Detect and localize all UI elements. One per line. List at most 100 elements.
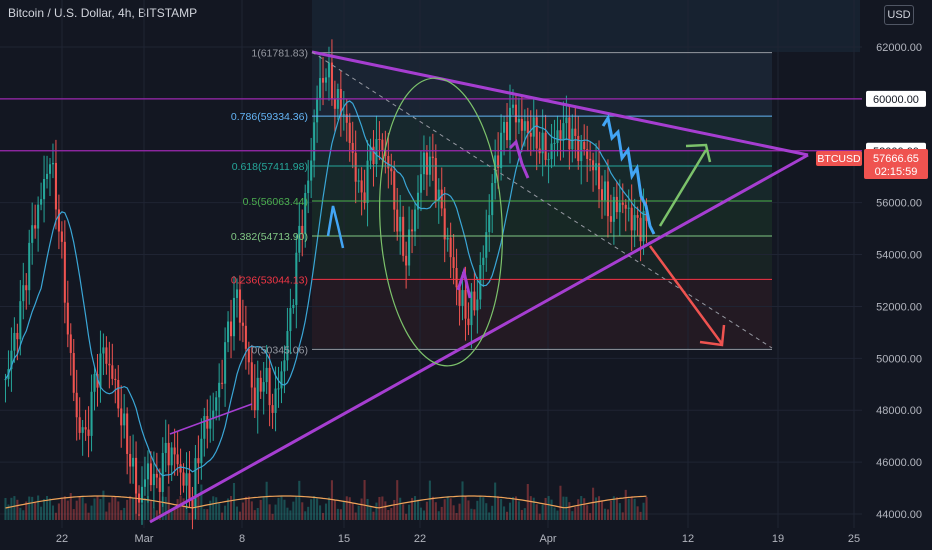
volume-bar (419, 507, 423, 520)
volume-bar (197, 496, 200, 520)
candle-body (93, 374, 96, 392)
candle-body (437, 189, 440, 201)
candle-body (16, 332, 19, 340)
candle-body (10, 350, 13, 370)
volume-bar (132, 497, 135, 520)
highlight-ellipse[interactable] (373, 75, 510, 369)
candle-body (135, 457, 138, 494)
volume-bar (224, 505, 227, 520)
volume-bar (45, 496, 49, 520)
volume-bar (235, 506, 239, 520)
candle-body (455, 267, 458, 288)
volume-bar (28, 496, 31, 520)
volume-bar (72, 509, 75, 520)
volume-bar (541, 504, 544, 520)
candle-body (482, 257, 485, 266)
time-tick-label: 12 (682, 533, 694, 545)
candle-body (247, 348, 250, 363)
volume-bar (595, 497, 598, 520)
volume-bar (280, 496, 283, 520)
bearish-projection-arrow[interactable] (648, 245, 726, 347)
volume-bar (310, 499, 313, 520)
small-trendline[interactable] (169, 403, 253, 435)
volume-bar (155, 510, 158, 520)
volume-bar (227, 498, 230, 520)
volume-bar (209, 500, 212, 520)
volume-bar (440, 506, 443, 520)
volume-bar (586, 505, 589, 520)
time-tick-label: 15 (338, 533, 350, 545)
candle-body (419, 174, 423, 193)
volume-bar (22, 510, 25, 520)
candle-body (48, 164, 52, 174)
volume-bar (54, 512, 57, 520)
candle-body (600, 189, 604, 201)
candlestick-series (4, 39, 648, 530)
price-tick-label: 52000.00 (876, 301, 922, 313)
volume-bar (630, 496, 633, 520)
lower-trendline[interactable] (149, 153, 809, 524)
volume-bar (485, 503, 488, 520)
time-tick-label: Apr (539, 533, 556, 545)
candle-body (25, 285, 28, 291)
volume-bar (597, 496, 601, 520)
candle-body (277, 388, 280, 390)
candle-body (520, 118, 523, 131)
candle-body (396, 209, 399, 232)
volume-bar (149, 499, 152, 520)
candle-body (425, 152, 428, 175)
volume-bar (345, 496, 348, 520)
volume-bar (129, 496, 132, 520)
price-tick-label: 62000.00 (876, 42, 922, 54)
candle-body (78, 417, 81, 433)
volume-bar (476, 500, 479, 520)
volume-bar (360, 498, 363, 520)
volume-bar (443, 499, 446, 520)
candle-body (31, 225, 34, 243)
candle-body (307, 180, 310, 194)
candle-body (485, 232, 488, 258)
candle-body (526, 121, 529, 133)
candle-body (81, 427, 84, 433)
candle-body (215, 397, 218, 411)
candle-body (244, 325, 247, 349)
candle-body (197, 458, 200, 464)
volume-bar (117, 501, 120, 520)
volume-bar (292, 501, 295, 520)
candle-body (470, 291, 473, 326)
volume-bar (600, 500, 604, 520)
candle-body (158, 477, 161, 492)
volume-bar (357, 505, 360, 520)
candle-body (491, 183, 494, 216)
candle-body (568, 117, 571, 150)
volume-bar (283, 499, 286, 520)
time-axis[interactable]: 22 Mar 8 15 22 Apr 12 19 25 (56, 533, 860, 545)
volume-bar (497, 496, 500, 520)
candle-body (544, 132, 547, 160)
candle-body (69, 334, 72, 353)
candle-body (140, 486, 144, 503)
price-axis[interactable]: 62000.00 56000.00 54000.00 52000.00 50000.00… (876, 42, 922, 521)
volume-bar (348, 497, 351, 520)
candle-body (473, 291, 476, 311)
candle-body (227, 321, 230, 343)
candle-body (268, 367, 271, 406)
candle-body (188, 473, 191, 499)
volume-bar (565, 496, 568, 520)
candle-body (508, 107, 512, 141)
volume-bar (286, 507, 289, 520)
bullish-projection-arrow[interactable] (658, 143, 712, 227)
candle-body (149, 463, 152, 486)
currency-button[interactable]: USD (884, 5, 914, 25)
upper-trendline[interactable] (311, 50, 809, 157)
volume-bar (48, 498, 52, 520)
volume-bar (580, 496, 583, 520)
volume-bar (295, 496, 298, 520)
candle-body (461, 290, 464, 306)
candle-body (51, 162, 55, 165)
candle-body (633, 215, 636, 231)
volume-bar (321, 512, 325, 520)
candle-body (514, 104, 517, 123)
fibonacci-retracement[interactable]: 1(61781.83) 0.786(59334.36) 0.618(57411.98… (231, 48, 772, 357)
